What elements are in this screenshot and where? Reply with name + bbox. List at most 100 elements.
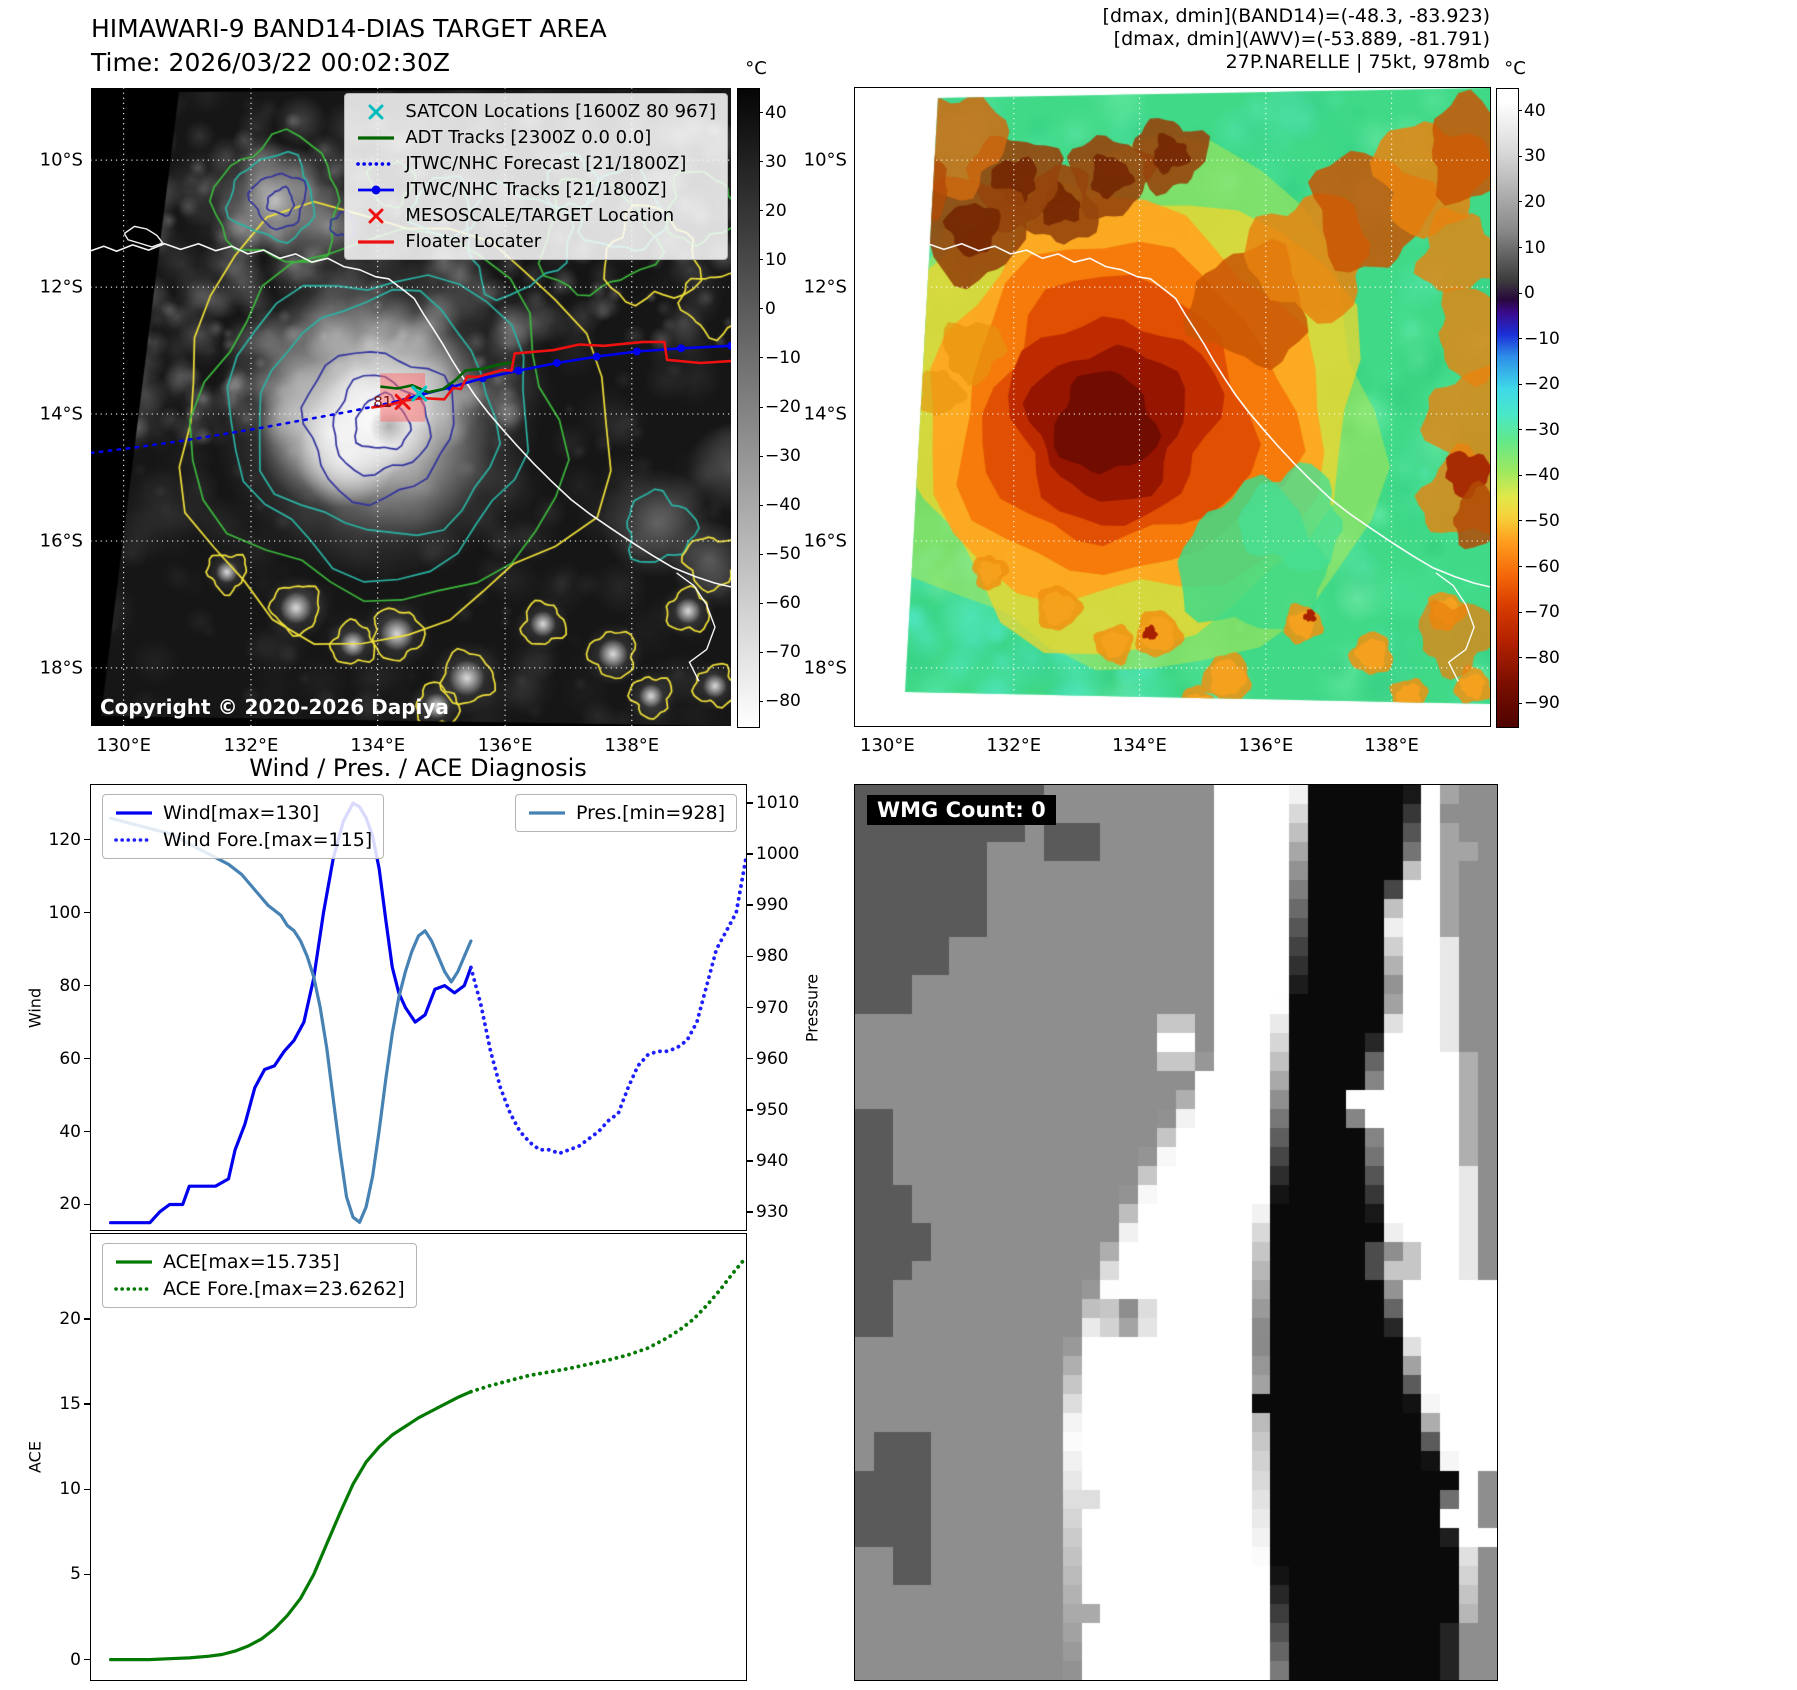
lon-tick-label: 130°E bbox=[96, 735, 151, 756]
legend: SATCON Locations [1600Z 80 967] ADT Track… bbox=[344, 93, 728, 260]
colorbar-tick bbox=[1518, 611, 1522, 613]
panel2-awv-map bbox=[854, 87, 1491, 727]
y2-tick bbox=[746, 904, 753, 906]
panel1-copyright: Copyright © 2020-2026 Dapiya bbox=[100, 695, 449, 719]
y-tick bbox=[84, 1658, 91, 1661]
colorbar-tick bbox=[759, 112, 763, 114]
panel2-overlay bbox=[855, 88, 1490, 726]
colorbar-tick bbox=[1518, 292, 1522, 294]
legend-label: MESOSCALE/TARGET Location bbox=[405, 205, 675, 226]
y2-tick-label: 930 bbox=[756, 1202, 789, 1223]
colorbar-tick bbox=[759, 455, 763, 457]
colorbar-tick-label: −70 bbox=[1524, 602, 1560, 623]
dotted-legend-marker bbox=[114, 1287, 154, 1291]
colorbar-tick bbox=[1518, 429, 1522, 431]
y-tick-label: 60 bbox=[59, 1048, 81, 1069]
colorbar-tick bbox=[759, 308, 763, 310]
legend: Wind[max=130] Wind Fore.[max=115] bbox=[102, 794, 385, 859]
lon-tick-label: 132°E bbox=[223, 735, 279, 756]
legend-item: Wind[max=130] bbox=[114, 802, 372, 824]
colorbar-tick bbox=[1518, 383, 1522, 385]
y2-tick-label: 990 bbox=[756, 895, 789, 916]
colorbar-unit-label: °C bbox=[1504, 58, 1526, 79]
storm-intensity-label: 81 bbox=[373, 393, 392, 411]
legend-label: ACE[max=15.735] bbox=[163, 1251, 340, 1273]
panel2-header: [dmax, dmin](BAND14)=(-48.3, -83.923) [d… bbox=[1103, 5, 1490, 74]
panel1-overlay: 81 bbox=[91, 88, 731, 726]
colorbar-tick bbox=[759, 651, 763, 653]
legend-label: JTWC/NHC Forecast [21/1800Z] bbox=[405, 153, 687, 174]
colorbar-tick-label: −60 bbox=[765, 593, 801, 614]
y-tick bbox=[84, 1573, 91, 1576]
colorbar-tick bbox=[1518, 702, 1522, 704]
legend-item: MESOSCALE/TARGET Location bbox=[356, 205, 716, 226]
colorbar-tick-label: −70 bbox=[765, 642, 801, 663]
legend-item: Wind Fore.[max=115] bbox=[114, 829, 372, 851]
colorbar-tick bbox=[759, 357, 763, 359]
colorbar-tick bbox=[1518, 110, 1522, 112]
y2-tick bbox=[746, 802, 753, 804]
lat-tick-label: 12°S bbox=[39, 276, 83, 298]
dotted-legend-marker bbox=[114, 838, 154, 842]
y-tick-label: 120 bbox=[48, 829, 81, 850]
colorbar-tick-label: 20 bbox=[1524, 191, 1546, 212]
lat-tick-label: 12°S bbox=[803, 276, 847, 298]
panel1-subtitle: Time: 2026/03/22 00:02:30Z bbox=[91, 48, 450, 77]
colorbar-tick-label: −50 bbox=[1524, 510, 1560, 531]
y-tick bbox=[84, 1403, 91, 1405]
legend-item: ACE Fore.[max=23.6262] bbox=[114, 1278, 405, 1300]
lat-tick-label: 10°S bbox=[803, 149, 847, 171]
y-tick-label: 100 bbox=[48, 902, 81, 923]
ace-chart bbox=[90, 1233, 747, 1681]
y-tick-label: 20 bbox=[59, 1309, 81, 1330]
wmg-count-badge: WMG Count: 0 bbox=[867, 795, 1056, 825]
panel4-wmg-image bbox=[855, 785, 1497, 1680]
wind-pressure-chart bbox=[90, 784, 747, 1231]
lat-tick-label: 10°S bbox=[39, 149, 83, 171]
y2-tick-label: 1010 bbox=[756, 792, 800, 813]
lon-tick-label: 132°E bbox=[986, 735, 1042, 756]
panel2-dmax-dmin-awv: [dmax, dmin](AWV)=(-53.889, -81.791) bbox=[1113, 28, 1490, 50]
colorbar-tick-label: 30 bbox=[1524, 146, 1546, 167]
legend: ACE[max=15.735] ACE Fore.[max=23.6262] bbox=[102, 1243, 417, 1308]
colorbar-tick bbox=[1518, 247, 1522, 248]
colorbar-tick bbox=[759, 210, 763, 212]
legend-label: ADT Tracks [2300Z 0.0 0.0] bbox=[405, 127, 652, 148]
y-tick-label: 20 bbox=[59, 1194, 81, 1215]
legend-item: JTWC/NHC Forecast [21/1800Z] bbox=[356, 153, 716, 174]
legend-item: Pres.[min=928] bbox=[527, 802, 725, 824]
legend-item: Floater Locater bbox=[356, 231, 716, 252]
colorbar-tick-label: 0 bbox=[765, 298, 776, 319]
legend: Pres.[min=928] bbox=[515, 794, 737, 832]
y2-tick bbox=[746, 955, 753, 958]
line-legend-marker bbox=[116, 811, 152, 815]
y-tick-label: 15 bbox=[59, 1394, 81, 1415]
panel2-dmax-dmin-band14: [dmax, dmin](BAND14)=(-48.3, -83.923) bbox=[1102, 5, 1490, 27]
legend-label: ACE Fore.[max=23.6262] bbox=[163, 1278, 405, 1300]
lat-tick-label: 18°S bbox=[803, 657, 847, 679]
colorbar-tick bbox=[1518, 155, 1522, 157]
legend-label: Floater Locater bbox=[405, 231, 542, 252]
colorbar-tick-label: 20 bbox=[765, 200, 787, 221]
panel1-title: HIMAWARI-9 BAND14-DIAS TARGET AREA bbox=[91, 14, 607, 43]
colorbar-tick-label: −40 bbox=[765, 495, 801, 516]
colorbar-tick-label: 40 bbox=[1524, 100, 1546, 121]
lon-tick-label: 136°E bbox=[1238, 735, 1294, 756]
y2-tick-label: 950 bbox=[756, 1099, 789, 1120]
colorbar-tick bbox=[1518, 474, 1522, 476]
lat-tick-label: 16°S bbox=[803, 530, 847, 552]
line-legend-marker bbox=[116, 1260, 152, 1264]
colorbar-tick bbox=[1518, 566, 1522, 567]
colorbar-tick bbox=[759, 602, 763, 604]
panel2-colorbar bbox=[1496, 88, 1519, 728]
y-tick-label: 5 bbox=[70, 1564, 81, 1585]
legend-label: SATCON Locations [1600Z 80 967] bbox=[405, 101, 716, 122]
y2-tick-label: 940 bbox=[756, 1150, 789, 1171]
y-tick bbox=[84, 1318, 91, 1320]
panel2-awv-image bbox=[855, 88, 1490, 726]
y2-tick bbox=[746, 1109, 753, 1111]
dotted-legend-marker bbox=[356, 161, 397, 166]
legend-item: ACE[max=15.735] bbox=[114, 1251, 405, 1273]
y-tick bbox=[84, 984, 91, 987]
colorbar-tick-label: −10 bbox=[765, 347, 801, 368]
